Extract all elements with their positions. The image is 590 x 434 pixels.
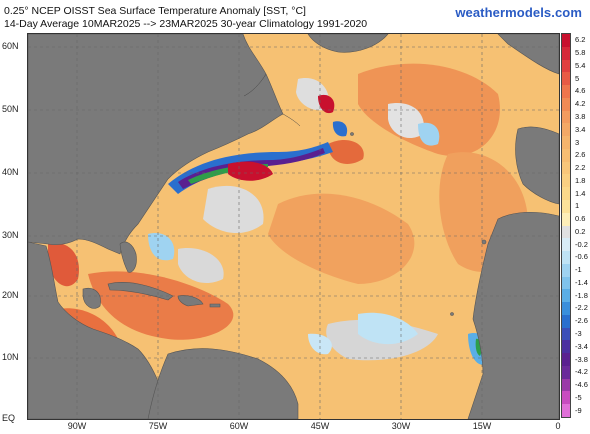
colorbar-tick-label: -3: [575, 329, 582, 339]
colorbar-tick-label: 4.6: [575, 86, 586, 96]
colorbar-swatch: [562, 289, 570, 303]
cuba-landmass: [107, 282, 174, 301]
colorbar-swatch: [562, 59, 570, 73]
colorbar-tick-label: 3.8: [575, 111, 586, 121]
colorbar-tick-label: 5.8: [575, 48, 586, 58]
colorbar-tick-label: 3: [575, 137, 580, 147]
colorbar-swatch: [562, 251, 570, 265]
coastlines: [243, 73, 301, 127]
colorbar-tick-label: -1: [575, 265, 582, 275]
colorbar-swatch: [562, 238, 570, 252]
lon-label: 45W: [310, 421, 330, 431]
colorbar-swatch: [562, 72, 570, 86]
colorbar-tick-label: 3.4: [575, 124, 586, 134]
colorbar-swatch: [562, 85, 570, 99]
colorbar-swatch: [562, 365, 570, 380]
colorbar-tick-label: 4.2: [575, 99, 586, 109]
colorbar-tick-label: 1: [575, 201, 580, 211]
colorbar-tick-label: 0.6: [575, 214, 586, 224]
lon-label: 30W: [391, 421, 411, 431]
colorbar-tick-label: 5: [575, 73, 580, 83]
colorbar-swatch: [562, 174, 570, 188]
lat-label: 20N: [2, 290, 19, 300]
colorbar-swatch: [562, 97, 570, 112]
colorbar-tick-label: -2.2: [575, 303, 588, 313]
lon-label: 90W: [67, 421, 87, 431]
colorbar-tick-label: -4.6: [575, 380, 588, 390]
lat-label: EQ: [2, 413, 16, 423]
lat-label: 40N: [2, 167, 19, 177]
colorbar-swatch: [562, 378, 570, 392]
colorbar-tick-label: -0.6: [575, 252, 588, 262]
colorbar-swatch: [562, 212, 570, 226]
lon-label: 15W: [472, 421, 492, 431]
colorbar-swatch: [562, 302, 570, 316]
lon-label: 75W: [148, 421, 168, 431]
colorbar-tick-label: -4.2: [575, 367, 588, 377]
sst-anomaly-map: [27, 33, 560, 420]
colorbar-swatch: [562, 340, 570, 354]
colorbar-swatch: [562, 391, 570, 405]
map-canvas: [28, 34, 559, 419]
colorbar-tick-label: 5.4: [575, 60, 586, 70]
colorbar-tick-label: 0.2: [575, 226, 586, 236]
europe-landmass: [515, 126, 559, 205]
colorbar-tick-label: 6.2: [575, 35, 586, 45]
colorbar-swatch: [562, 161, 570, 175]
colorbar-swatch: [562, 46, 570, 61]
colorbar-tick-label: -5: [575, 392, 582, 402]
colorbar-swatch: [562, 314, 570, 329]
lon-label: 0: [555, 421, 561, 431]
greenland-landmass: [307, 34, 389, 53]
colorbar-tick-label: -3.8: [575, 354, 588, 364]
north-america-landmass: [28, 34, 284, 255]
colorbar-tick-label: -3.4: [575, 341, 588, 351]
central-america-landmass: [28, 241, 169, 419]
brand-logo-text[interactable]: weathermodels.com: [455, 5, 582, 20]
colorbar-swatch: [562, 404, 570, 418]
colorbar-swatch: [562, 123, 570, 137]
map-title: 0.25° NCEP OISST Sea Surface Temperature…: [4, 5, 306, 17]
map-subtitle: 14-Day Average 10MAR2025 --> 23MAR2025 3…: [4, 18, 368, 30]
colorbar-tick-label: 1.4: [575, 188, 586, 198]
africa-landmass: [467, 212, 559, 419]
colorbar-tick-label: -2.6: [575, 316, 588, 326]
lat-label: 30N: [2, 230, 19, 240]
colorbar-tick-label: -1.8: [575, 290, 588, 300]
colorbar-tick-label: -0.2: [575, 239, 588, 249]
colorbar-swatch: [562, 353, 570, 367]
colorbar-swatch: [562, 136, 570, 150]
colorbar-swatch: [562, 34, 570, 48]
lon-label: 60W: [229, 421, 249, 431]
colorbar-swatch: [562, 148, 570, 163]
graticule: [28, 34, 559, 419]
colorbar-swatch: [562, 199, 570, 214]
colorbar-tick-label: 1.8: [575, 175, 586, 185]
colorbar-swatch: [562, 263, 570, 278]
lat-label: 10N: [2, 352, 19, 362]
lat-label: 50N: [2, 104, 19, 114]
colorbar-swatch: [562, 225, 570, 239]
land: [28, 34, 559, 419]
colorbar-swatch: [562, 187, 570, 201]
south-america-landmass: [147, 348, 299, 419]
colorbar-tick-label: 2.2: [575, 163, 586, 173]
colorbar: [561, 33, 571, 418]
colorbar-swatch: [562, 110, 570, 124]
colorbar-swatch: [562, 276, 570, 290]
colorbar-tick-label: 2.6: [575, 150, 586, 160]
lat-label: 60N: [2, 41, 19, 51]
colorbar-tick-label: -1.4: [575, 277, 588, 287]
colorbar-swatch: [562, 327, 570, 341]
florida-landmass: [119, 241, 137, 273]
colorbar-tick-label: -9: [575, 405, 582, 415]
